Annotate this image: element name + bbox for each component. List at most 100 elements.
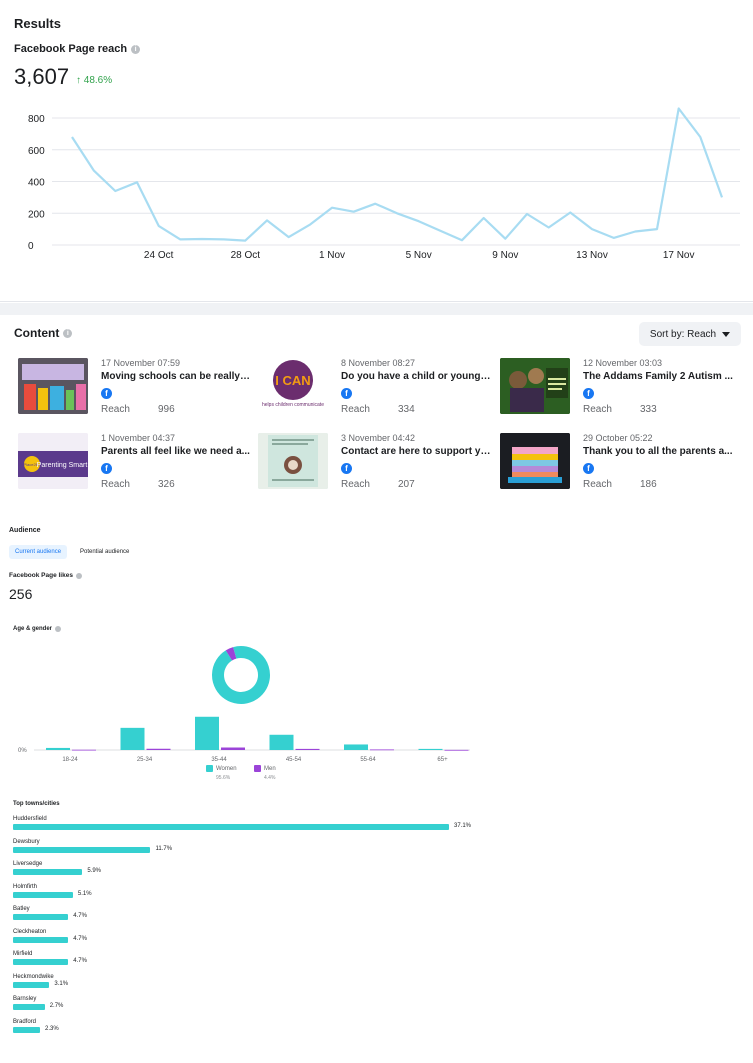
facebook-icon: f [583, 463, 594, 474]
post-date: 3 November 04:42 [341, 433, 416, 443]
town-pct: 2.3% [45, 1025, 59, 1032]
town-row: Batley 4.7% [13, 906, 753, 926]
town-pct: 4.7% [73, 913, 87, 919]
page-likes-label: Facebook Page likes i [9, 572, 82, 579]
ican-tagline-text: helps children communicate [262, 402, 324, 408]
post-reach-label: Reach [341, 479, 370, 490]
town-pct: 5.1% [77, 890, 92, 897]
post-reach-value: 333 [640, 404, 657, 415]
age-gender-label-text: Age & gender [13, 626, 53, 632]
post-text[interactable]: Moving schools can be really ... [101, 371, 251, 382]
x-tick-label: 55-64 [360, 757, 376, 763]
tab-current-audience[interactable]: Current audience [9, 545, 68, 559]
post-thumbnail-ican: I CAN helps children communicate [258, 358, 328, 414]
info-icon[interactable]: i [131, 44, 141, 54]
town-row: Mirfield 4.7% [13, 951, 753, 971]
post-card[interactable]: 29 October 05:22 Thank you to all the pa… [500, 433, 740, 499]
age-bar-women [269, 734, 294, 750]
post-card[interactable]: I CAN helps children communicate 8 Novem… [258, 358, 498, 424]
contact-leaflet-image [258, 433, 328, 489]
post-reach-value: 996 [158, 404, 175, 415]
tab-potential-audience[interactable]: Potential audience [80, 549, 130, 555]
post-text[interactable]: The Addams Family 2 Autism ... [583, 371, 733, 382]
town-pct: 2.7% [49, 1003, 64, 1009]
x-tick-label: 35-44 [211, 757, 227, 763]
parenting-smart-image: Place2Be Parenting Smart [18, 433, 88, 489]
section-divider [0, 303, 753, 315]
rainbow-cake-image [500, 433, 570, 489]
town-name: Batley [13, 906, 30, 912]
town-bar [13, 869, 83, 875]
x-tick-label: 45-54 [286, 757, 302, 763]
sort-by-label: Sort by: Reach [649, 328, 717, 340]
y-tick-label: 400 [28, 178, 45, 189]
post-date: 8 November 08:27 [341, 358, 416, 368]
town-name: Heckmondwike [13, 973, 54, 980]
age-bar-men [72, 749, 96, 751]
post-card[interactable]: 12 November 03:03 The Addams Family 2 Au… [500, 358, 740, 424]
town-name: Huddersfield [13, 816, 47, 822]
town-name: Dewsbury [13, 838, 40, 845]
content-title: Content i [14, 326, 73, 340]
audience-panel: Audience Current audience Potential audi… [0, 505, 753, 1063]
age-gender-label: Age & gender i [13, 626, 62, 632]
reach-change-value: 48.6% [83, 75, 113, 86]
post-thumbnail-addams [500, 358, 570, 414]
post-text[interactable]: Contact are here to support yo... [341, 446, 491, 457]
town-pct: 37.1% [454, 823, 472, 829]
x-tick-label: 24 Oct [144, 250, 174, 261]
age-bar-men [221, 747, 245, 750]
post-thumbnail-parenting: Place2Be Parenting Smart [18, 433, 88, 489]
x-tick-label: 65+ [437, 757, 448, 763]
info-icon[interactable]: i [75, 572, 82, 579]
town-bar [13, 846, 151, 853]
page-reach-label-text: Facebook Page reach [14, 43, 128, 55]
town-name: Barnsley [13, 996, 37, 1002]
town-row: Holmfirth 5.1% [13, 884, 753, 904]
age-bar-women [418, 748, 443, 750]
x-tick-label: 25-34 [137, 757, 153, 763]
content-title-text: Content [14, 326, 60, 340]
age-bar-women [344, 744, 368, 750]
post-date: 17 November 07:59 [101, 358, 181, 368]
age-gender-bar-chart: 0% 18-24 25-34 35-44 45-54 55-64 65+ [18, 716, 470, 763]
post-thumbnail-leaflet [258, 433, 328, 489]
town-name: Mirfield [13, 951, 33, 957]
legend-men-pct: 4.4% [264, 775, 276, 781]
facebook-icon: f [101, 388, 112, 399]
post-card[interactable]: 17 November 07:59 Moving schools can be … [18, 358, 258, 424]
x-tick-label: 9 Nov [492, 250, 518, 261]
post-text[interactable]: Parents all feel like we need a... [101, 446, 250, 457]
post-card[interactable]: 3 November 04:42 Contact are here to sup… [258, 433, 498, 499]
age-bar-men [370, 749, 394, 751]
info-icon[interactable]: i [55, 626, 62, 632]
addams-family-poster-image [500, 358, 570, 414]
arrow-up-icon: ↑ [76, 75, 81, 86]
post-text[interactable]: Do you have a child or young ... [341, 371, 491, 382]
post-reach-label: Reach [583, 479, 612, 490]
top-towns-label: Top towns/cities [13, 801, 60, 807]
post-reach-label: Reach [101, 404, 130, 415]
town-row: Dewsbury 11.7% [13, 839, 753, 859]
age-bar-men [444, 749, 469, 751]
ican-logo-text: I CAN [275, 373, 310, 388]
results-panel: Results Facebook Page reach i 3,607 ↑ 48… [0, 0, 753, 302]
town-row: Barnsley 2.7% [13, 996, 753, 1016]
women-swatch [206, 765, 213, 772]
donut-slice-women [212, 646, 270, 704]
post-text[interactable]: Thank you to all the parents a... [583, 446, 733, 457]
town-row: Cleckheaton 4.7% [13, 929, 753, 949]
x-tick-label: 17 Nov [663, 250, 695, 261]
age-bar-women [46, 747, 70, 750]
y-tick-label: 600 [28, 146, 45, 157]
post-card[interactable]: Place2Be Parenting Smart 1 November 04:3… [18, 433, 258, 499]
sort-by-button[interactable]: Sort by: Reach [639, 322, 741, 346]
town-row: Bradford 2.3% [13, 1019, 753, 1039]
age-bar-women [120, 727, 145, 750]
donut-slice-men [225, 647, 237, 661]
town-bar [13, 914, 69, 920]
x-tick-label: 13 Nov [576, 250, 608, 261]
audience-title: Audience [9, 527, 41, 534]
info-icon[interactable]: i [63, 328, 73, 338]
post-date: 1 November 04:37 [101, 433, 176, 443]
